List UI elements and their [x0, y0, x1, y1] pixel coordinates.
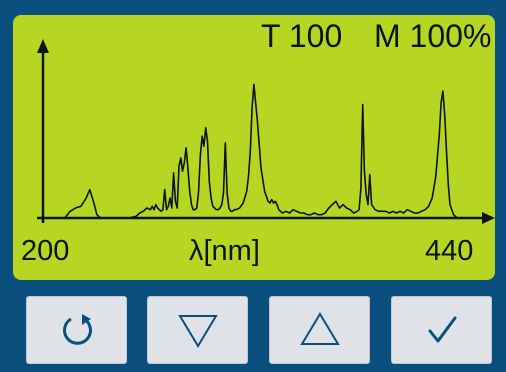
y-axis: [37, 39, 49, 223]
mode-readout: M 100%: [374, 18, 492, 54]
spectrum-trace: [47, 83, 458, 219]
spectrum-chart: [37, 39, 495, 224]
x-max-label: 440: [425, 235, 474, 267]
up-button[interactable]: [269, 296, 370, 364]
triangle-up-icon: [299, 312, 340, 345]
reset-button[interactable]: [26, 296, 127, 364]
checkmark-icon: [428, 316, 456, 343]
triangle-down-icon: [177, 315, 218, 348]
temperature-readout: T 100: [261, 18, 343, 54]
confirm-button[interactable]: [391, 296, 492, 364]
spectrum-display: T 100 M 100% 200 λ[nm] 440: [13, 15, 495, 280]
x-axis-unit-label: λ[nm]: [189, 235, 260, 267]
x-min-label: 200: [21, 235, 70, 267]
refresh-icon: [62, 314, 92, 345]
down-button[interactable]: [147, 296, 248, 364]
